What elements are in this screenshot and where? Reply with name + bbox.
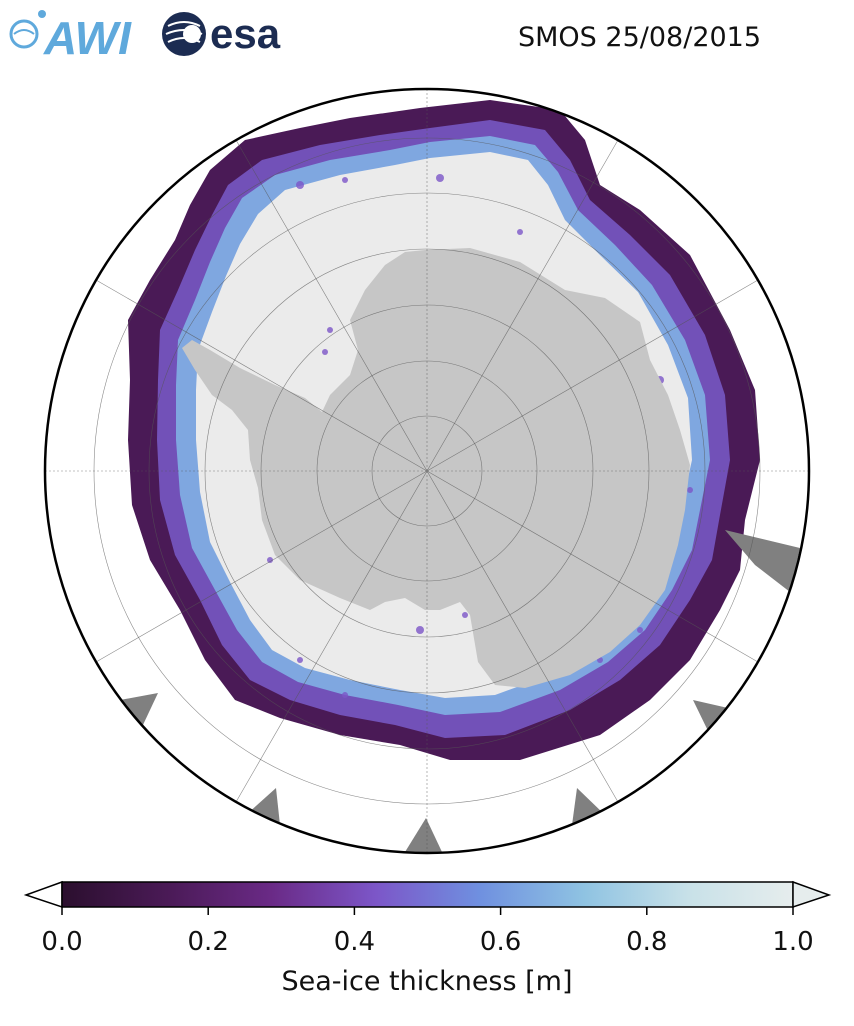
sea-ice-map xyxy=(43,87,811,855)
awi-logo: AWI xyxy=(9,10,132,62)
colorbar-tick-label: 0.0 xyxy=(41,927,82,957)
map-title: SMOS 25/08/2015 xyxy=(518,22,762,53)
colorbar-tick-label: 0.6 xyxy=(480,927,521,957)
colorbar-bar xyxy=(61,881,794,908)
colorbar-label: Sea-ice thickness [m] xyxy=(281,966,572,997)
meridians xyxy=(45,89,809,853)
colorbar-extend-max xyxy=(792,880,832,909)
header: AWI esa SMOS 25/08/2015 xyxy=(0,0,854,80)
colorbar-ticks: 0.0 0.2 0.4 0.6 0.8 1.0 xyxy=(41,907,814,957)
colorbar-tick-label: 0.8 xyxy=(626,927,667,957)
map-boundary xyxy=(43,87,811,855)
colorbar: 0.0 0.2 0.4 0.6 0.8 1.0 Sea-ice thickness [m] xyxy=(23,880,832,997)
colorbar-extend-min xyxy=(23,880,63,909)
antarctica xyxy=(182,248,690,688)
ice-patches xyxy=(267,174,693,698)
colorbar-tick-label: 0.2 xyxy=(188,927,229,957)
colorbar-tick-label: 1.0 xyxy=(772,927,813,957)
svg-text:esa: esa xyxy=(210,10,281,57)
svg-text:AWI: AWI xyxy=(43,12,132,62)
esa-logo: esa xyxy=(162,10,281,57)
colorbar-tick-label: 0.4 xyxy=(334,927,375,957)
